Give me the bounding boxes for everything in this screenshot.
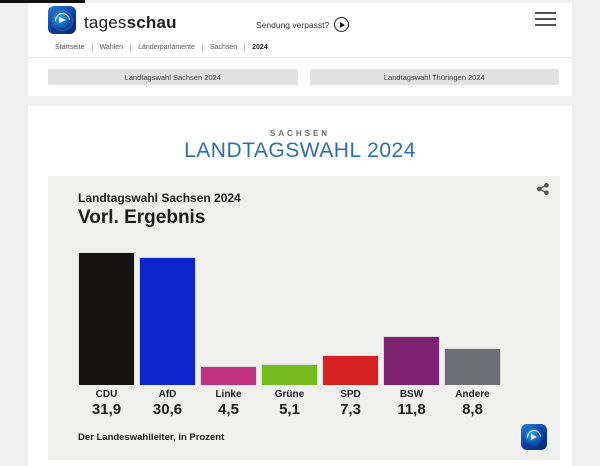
- region-kicker: SACHSEN: [269, 129, 331, 138]
- bar-Linke: [200, 366, 257, 385]
- globe-icon: [52, 10, 72, 30]
- chart-subtitle: Landtagswahl Sachsen 2024: [78, 191, 241, 205]
- main-content: SACHSEN LANDTAGSWAHL 2024 Landtagswahl S…: [28, 106, 572, 466]
- chart-title: Vorl. Ergebnis: [78, 207, 206, 228]
- bar-CDU: [78, 252, 135, 385]
- bar-label-Grüne: Grüne: [274, 389, 305, 400]
- bar-value-BSW: 11,8: [397, 401, 426, 418]
- breadcrumb-divider: [130, 43, 132, 52]
- breadcrumb-wahlen[interactable]: Wahlen: [99, 44, 124, 51]
- breadcrumb-startseite[interactable]: Startseite: [55, 44, 85, 51]
- share-icon[interactable]: [535, 181, 551, 197]
- bar-Grüne: [261, 364, 318, 385]
- bar-value-CDU: 31,9: [91, 401, 122, 418]
- breadcrumb-sachsen[interactable]: Sachsen: [209, 44, 238, 51]
- bar-value-Grüne: 5,1: [279, 401, 300, 418]
- breadcrumb: Startseite Wahlen Länderparlamente Sachs…: [48, 42, 275, 53]
- bar-Andere: [444, 348, 501, 385]
- election-tabs: Landtagswahl Sachsen 2024 Landtagswahl T…: [48, 69, 559, 85]
- bar-value-Andere: 8,8: [462, 401, 483, 418]
- bar-value-Linke: 4,5: [218, 401, 239, 418]
- site-header: tagesschau Sendung verpasst? Startseite …: [28, 3, 572, 96]
- sendung-verpasst-label: Sendung verpasst?: [256, 19, 330, 30]
- page-title: LANDTAGSWAHL 2024: [184, 139, 416, 162]
- brand-bold: schau: [126, 13, 177, 32]
- play-circle-icon[interactable]: [334, 17, 350, 32]
- chart-source: Der Landeswahlleiter, in Prozent: [78, 432, 225, 443]
- bar-label-SPD: SPD: [340, 389, 361, 400]
- bar-label-Linke: Linke: [215, 389, 242, 400]
- bar-label-BSW: BSW: [399, 389, 424, 400]
- bar-value-SPD: 7,3: [340, 401, 361, 418]
- sendung-verpasst-link[interactable]: Sendung verpasst?: [256, 17, 350, 32]
- bar-value-AfD: 30,6: [152, 401, 183, 418]
- tagesschau-watermark-logo: [521, 424, 547, 450]
- tab-landtagswahl-sachsen-2024[interactable]: Landtagswahl Sachsen 2024: [48, 69, 298, 85]
- brand-wordmark[interactable]: tagesschau: [84, 13, 177, 33]
- hamburger-menu-icon[interactable]: [535, 12, 556, 30]
- bar-label-CDU: CDU: [95, 389, 118, 400]
- page: tagesschau Sendung verpasst? Startseite …: [28, 3, 572, 466]
- breadcrumb-divider: [244, 43, 246, 52]
- breadcrumb-laenderparlamente[interactable]: Länderparlamente: [138, 44, 195, 51]
- breadcrumb-divider: [91, 43, 93, 52]
- bar-AfD: [139, 257, 196, 385]
- globe-icon: [525, 428, 543, 446]
- bar-chart: [48, 252, 560, 385]
- bar-label-Andere: Andere: [455, 389, 490, 400]
- header-divider: [28, 57, 572, 58]
- brand-regular: tages: [84, 13, 127, 32]
- breadcrumb-2024[interactable]: 2024: [252, 44, 268, 51]
- bar-label-AfD: AfD: [158, 389, 177, 400]
- result-chart-card: Landtagswahl Sachsen 2024 Vorl. Ergebnis…: [48, 176, 560, 460]
- breadcrumb-divider: [201, 43, 203, 52]
- tab-landtagswahl-thueringen-2024[interactable]: Landtagswahl Thüringen 2024: [309, 69, 559, 85]
- bar-BSW: [383, 336, 440, 385]
- top-black-strip: [0, 0, 85, 3]
- bar-SPD: [322, 355, 379, 385]
- tagesschau-logo[interactable]: [48, 6, 76, 34]
